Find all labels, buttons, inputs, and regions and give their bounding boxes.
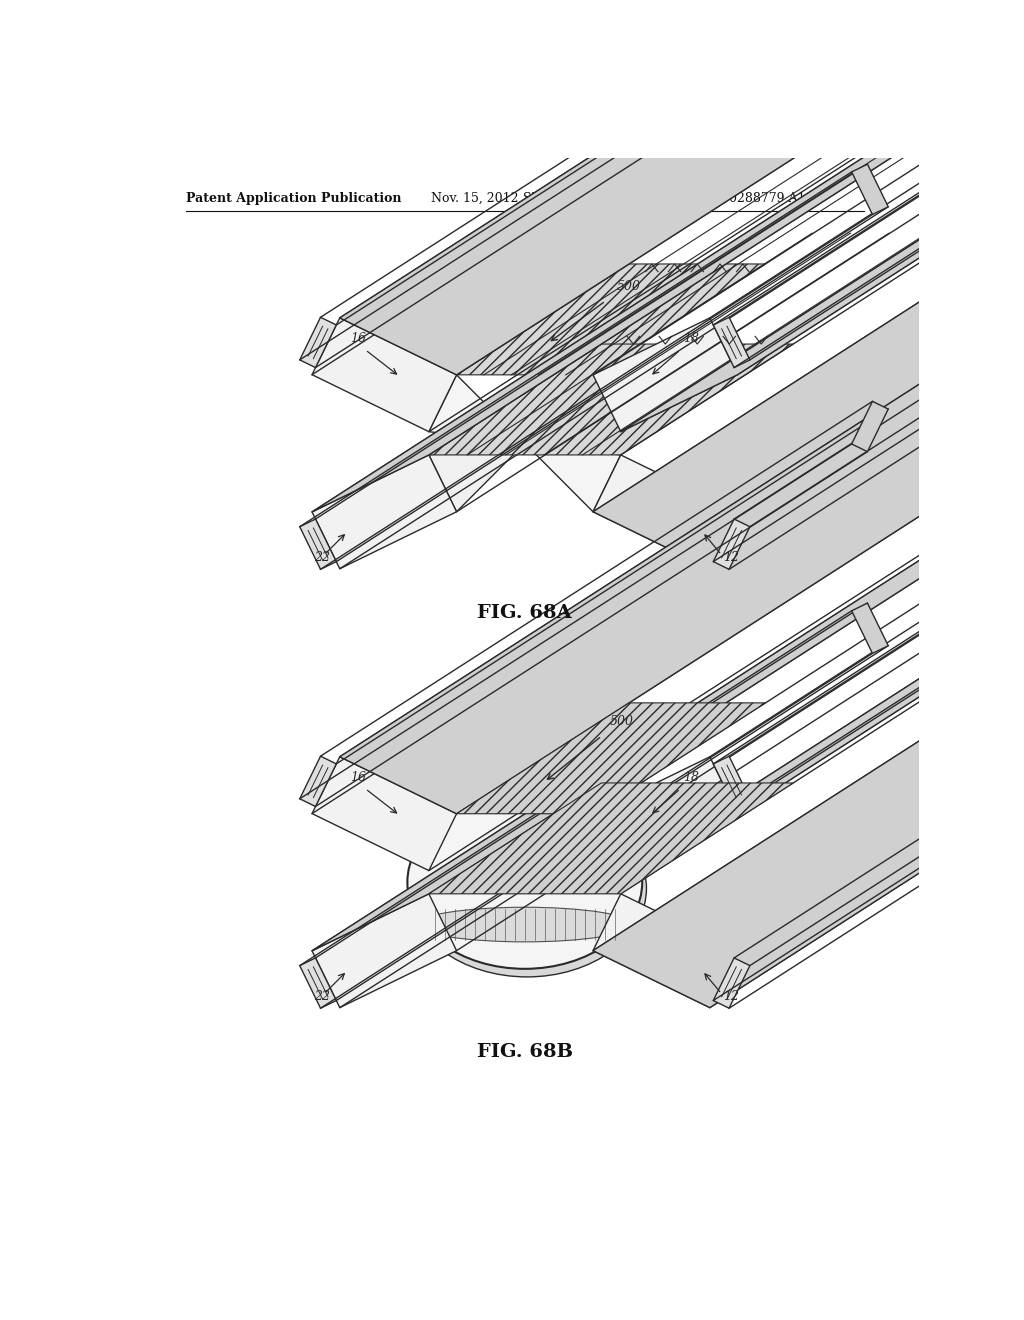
Polygon shape [312, 756, 457, 871]
Polygon shape [852, 0, 888, 13]
Text: Sheet 60 of 85: Sheet 60 of 85 [523, 191, 615, 205]
Text: FIG. 68A: FIG. 68A [477, 603, 572, 622]
Polygon shape [429, 783, 794, 894]
Polygon shape [621, 0, 1024, 432]
Polygon shape [300, 519, 336, 569]
Polygon shape [300, 756, 336, 807]
Text: 12: 12 [723, 990, 739, 1003]
Polygon shape [312, 455, 457, 569]
Text: 16: 16 [350, 331, 366, 345]
Text: US 2012/0288779 A1: US 2012/0288779 A1 [670, 191, 805, 205]
Polygon shape [593, 507, 1024, 1007]
Text: 16: 16 [350, 771, 366, 784]
Text: 12: 12 [723, 550, 739, 564]
Polygon shape [300, 317, 336, 367]
Polygon shape [457, 264, 766, 375]
Polygon shape [340, 313, 1024, 813]
Polygon shape [714, 317, 750, 367]
Text: 18: 18 [683, 771, 698, 784]
Ellipse shape [417, 907, 633, 942]
Polygon shape [312, 12, 1024, 512]
Polygon shape [312, 450, 1024, 950]
Text: 22: 22 [314, 990, 330, 1003]
Polygon shape [714, 519, 750, 569]
Polygon shape [340, 0, 1024, 375]
Polygon shape [852, 401, 888, 451]
Text: 500: 500 [617, 280, 641, 293]
Polygon shape [593, 69, 1024, 569]
Polygon shape [852, 603, 888, 653]
Polygon shape [621, 370, 1024, 871]
Polygon shape [1001, 313, 1024, 428]
Polygon shape [593, 455, 737, 569]
Polygon shape [429, 375, 621, 512]
Text: 18: 18 [683, 331, 698, 345]
Polygon shape [593, 756, 737, 871]
Ellipse shape [408, 800, 646, 977]
Text: FIG. 68B: FIG. 68B [477, 1043, 572, 1060]
Text: Nov. 15, 2012: Nov. 15, 2012 [431, 191, 518, 205]
Polygon shape [300, 958, 336, 1008]
Polygon shape [714, 958, 750, 1008]
Polygon shape [429, 375, 621, 512]
Polygon shape [714, 756, 750, 807]
Polygon shape [1001, 12, 1024, 125]
Polygon shape [312, 894, 457, 1007]
Ellipse shape [408, 796, 642, 969]
Text: 500: 500 [609, 715, 634, 729]
Text: Patent Application Publication: Patent Application Publication [186, 191, 401, 205]
Polygon shape [593, 318, 737, 432]
Polygon shape [593, 894, 737, 1007]
Polygon shape [312, 318, 457, 432]
Polygon shape [429, 345, 794, 455]
Text: 22: 22 [314, 550, 330, 564]
Polygon shape [457, 702, 766, 813]
Polygon shape [852, 164, 888, 215]
Polygon shape [1001, 450, 1024, 564]
